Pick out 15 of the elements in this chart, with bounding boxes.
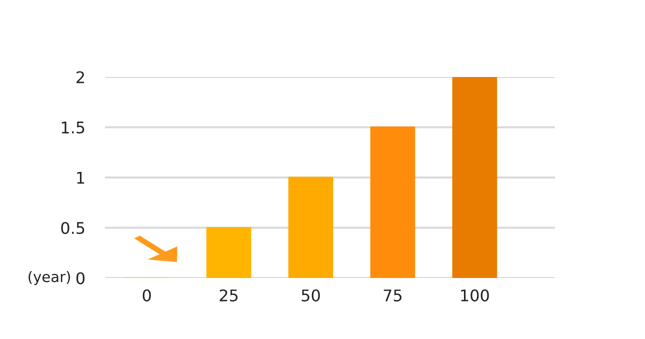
- bar: [370, 126, 416, 278]
- y-axis-title: (year): [28, 270, 70, 286]
- bar: [452, 77, 498, 278]
- x-tick-label: 25: [220, 289, 238, 302]
- y-tick-label: 0: [76, 272, 84, 284]
- bar: [288, 176, 334, 278]
- y-tick-label: 1.5: [62, 122, 84, 134]
- x-tick-label: 75: [384, 290, 402, 302]
- bar: [206, 227, 252, 278]
- x-tick-label: 50: [302, 289, 320, 302]
- y-tick-label: 2: [76, 71, 84, 84]
- y-tick-label: 0.5: [61, 222, 84, 234]
- x-tick-label: 0: [142, 289, 151, 302]
- x-tick-label: 100: [461, 289, 489, 302]
- y-tick-label: 1: [77, 172, 84, 184]
